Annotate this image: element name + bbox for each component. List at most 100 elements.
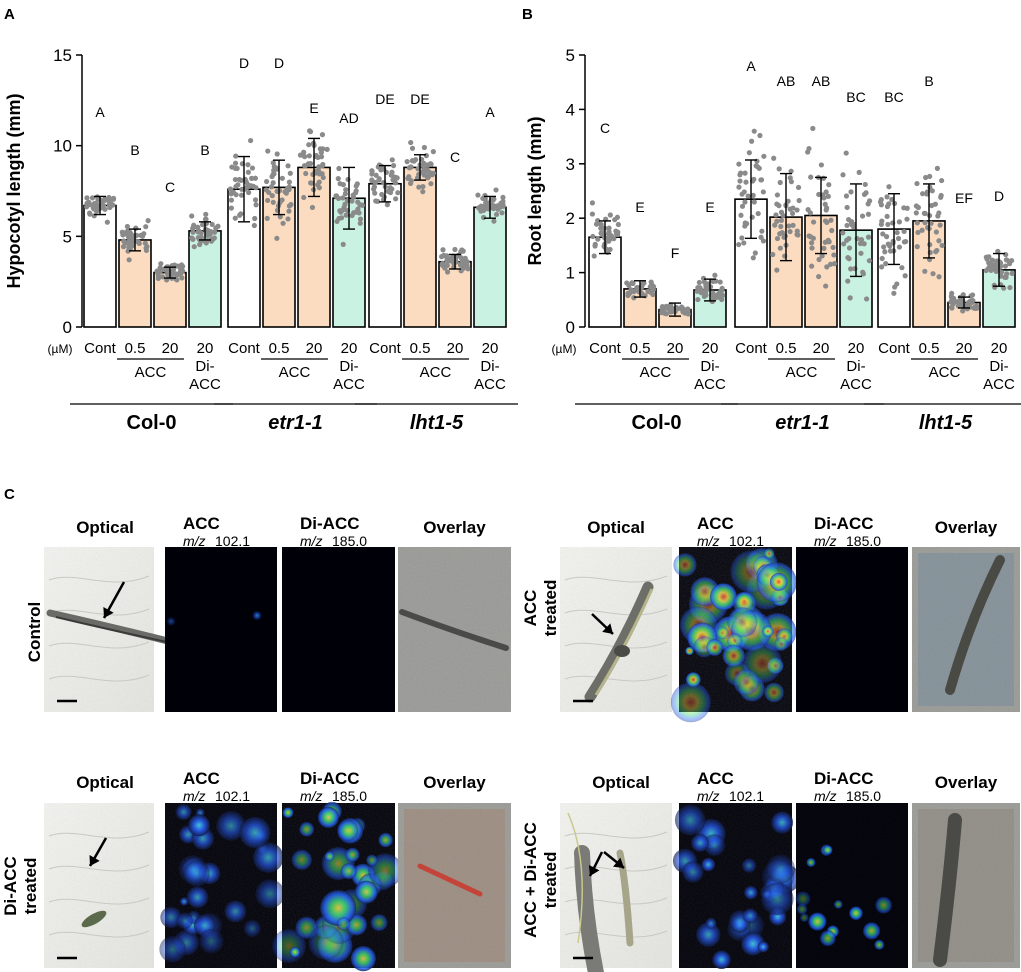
data-point — [336, 165, 342, 172]
data-point — [776, 203, 782, 209]
data-point — [937, 222, 943, 228]
data-point — [589, 211, 596, 217]
genotype-label: etr1-1 — [268, 412, 322, 434]
column-title: ACC — [183, 514, 220, 533]
significance-letter: B — [924, 73, 933, 89]
row-label-acc: ACC — [521, 590, 540, 627]
data-point — [919, 227, 925, 233]
y-tick-label: 2 — [566, 209, 575, 228]
mz-label: m/z — [300, 788, 323, 804]
data-point — [685, 311, 691, 317]
y-tick-label: 1 — [566, 264, 575, 283]
data-point — [840, 172, 846, 178]
unit-label: (µM) — [48, 342, 73, 356]
data-point — [866, 258, 872, 264]
x-tick-05: 0.5 — [919, 340, 940, 357]
data-point — [212, 229, 218, 235]
data-point — [591, 253, 597, 259]
data-point — [859, 213, 866, 219]
significance-letter: E — [705, 199, 714, 215]
x-tick-di-20: 20 — [848, 340, 865, 357]
significance-letter: E — [309, 100, 318, 116]
data-point — [630, 280, 636, 286]
data-point — [776, 166, 782, 172]
data-point — [589, 200, 595, 206]
data-point — [369, 168, 375, 174]
data-point — [881, 244, 887, 250]
data-point — [499, 210, 505, 216]
data-point — [878, 196, 884, 203]
data-point — [754, 164, 761, 170]
data-point — [848, 266, 854, 272]
mz-value: 102.1 — [215, 533, 250, 549]
data-point — [774, 218, 780, 224]
data-point — [787, 175, 793, 181]
data-point — [974, 305, 980, 311]
optical-texture — [44, 803, 154, 968]
data-point — [788, 168, 794, 174]
data-point — [389, 169, 395, 175]
data-point — [238, 192, 245, 198]
column-title: Overlay — [423, 773, 486, 792]
data-point — [372, 190, 378, 196]
data-point — [884, 234, 890, 240]
data-point — [1002, 263, 1009, 269]
data-point — [603, 246, 609, 252]
data-point — [343, 212, 349, 218]
data-point — [821, 245, 827, 251]
data-point — [879, 255, 885, 262]
x-tick-05: 0.5 — [630, 340, 651, 357]
ms-image — [282, 547, 395, 712]
data-point — [914, 220, 920, 226]
data-point — [203, 211, 209, 217]
data-point — [857, 240, 863, 247]
optical-wrinkle — [48, 864, 150, 872]
mz-value: 185.0 — [332, 533, 367, 549]
genotype-label: Col-0 — [632, 412, 682, 434]
data-point — [130, 242, 136, 248]
data-point — [742, 199, 748, 205]
data-point — [416, 184, 422, 190]
y-tick-label: 0 — [63, 318, 72, 337]
arrow-head — [89, 855, 100, 866]
data-point — [939, 242, 945, 249]
data-point — [286, 179, 292, 185]
data-point — [145, 218, 151, 224]
optical-wrinkle — [564, 575, 668, 583]
data-point — [285, 216, 291, 222]
data-point — [270, 199, 276, 205]
data-point — [774, 235, 781, 242]
data-point — [717, 279, 723, 285]
data-point — [465, 266, 471, 272]
data-point — [274, 235, 280, 241]
data-point — [858, 250, 864, 256]
data-point — [1003, 251, 1009, 258]
mz-label: m/z — [183, 788, 206, 804]
data-point — [827, 261, 834, 267]
data-point — [934, 165, 940, 171]
data-point — [878, 221, 884, 228]
mz-label: m/z — [814, 788, 837, 804]
significance-letter: C — [450, 149, 460, 165]
data-point — [886, 184, 892, 190]
data-point — [915, 204, 921, 211]
x-tick-cont: Cont — [84, 340, 117, 357]
data-point — [991, 282, 997, 288]
row-label-acc-diacc: ACC + Di-ACC — [521, 822, 540, 938]
data-point — [1004, 271, 1010, 277]
optical-wrinkle — [48, 897, 150, 905]
data-point — [742, 170, 748, 176]
data-point — [1007, 284, 1013, 291]
data-point — [287, 170, 293, 176]
data-point — [245, 162, 251, 168]
ms-speckle — [679, 803, 792, 968]
data-point — [283, 190, 289, 196]
arrow-head — [602, 623, 613, 634]
data-point — [738, 170, 744, 176]
data-point — [179, 275, 185, 281]
data-point — [779, 230, 785, 236]
optical-wrinkle — [564, 897, 668, 905]
data-point — [247, 137, 254, 144]
data-point — [863, 296, 870, 302]
